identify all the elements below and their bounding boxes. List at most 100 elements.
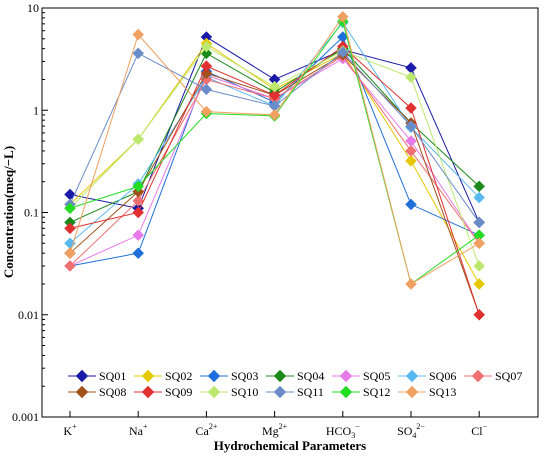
x-tick-label-base: Mg [262, 424, 279, 438]
legend-marker [75, 369, 89, 383]
x-tick-label-base: Na [129, 424, 144, 438]
data-point [132, 47, 145, 60]
x-tick-label: SO42− [397, 422, 425, 440]
legend-item: SQ12 [332, 385, 390, 399]
x-tick-label-sup: + [72, 422, 77, 431]
x-tick-label-sup: 2− [416, 422, 425, 431]
data-point [473, 278, 486, 290]
legend-item: SQ04 [266, 369, 324, 383]
data-point [132, 28, 145, 41]
legend-label: SQ09 [165, 385, 192, 399]
legend-item: SQ06 [398, 369, 456, 383]
legend-label: SQ07 [495, 369, 522, 383]
data-point [132, 206, 145, 219]
data-point [200, 67, 213, 80]
data-point [200, 40, 213, 53]
x-tick-label-sup: − [355, 422, 360, 431]
x-tick-label-sup: − [483, 422, 488, 431]
series-sq10 [64, 40, 486, 272]
legend-item: SQ02 [134, 369, 192, 383]
x-tick-label-base: HCO [326, 424, 352, 438]
legend-label: SQ03 [231, 369, 258, 383]
data-point [64, 247, 76, 260]
legend-label: SQ06 [429, 369, 456, 383]
series-layer [64, 10, 486, 321]
x-tick-label-base: Ca [195, 424, 209, 438]
series-line [69, 20, 480, 285]
data-point [132, 180, 145, 193]
legend-label: SQ05 [363, 369, 390, 383]
y-tick-label: 0.1 [24, 206, 39, 220]
legend-label: SQ11 [297, 385, 324, 399]
legend-label: SQ02 [165, 369, 192, 383]
data-point [473, 191, 486, 204]
x-axis-ticks: K+ Na+ Ca2+ Mg2+ HCO3− SO42− Cl− [63, 411, 488, 440]
legend-marker [339, 385, 353, 399]
legend-label: SQ08 [99, 385, 126, 399]
legend-marker [273, 369, 287, 383]
data-point [268, 80, 281, 93]
plot-frame [41, 7, 539, 418]
data-point [200, 105, 213, 118]
data-point [473, 216, 486, 229]
x-tick-label: Cl− [471, 422, 487, 438]
legend-item: SQ03 [200, 369, 258, 383]
data-point [473, 237, 486, 250]
data-point [200, 60, 213, 72]
legend-item: SQ13 [398, 385, 456, 399]
legend-label: SQ01 [99, 369, 126, 383]
data-point [132, 133, 145, 146]
y-tick-label: 0.001 [12, 410, 39, 424]
data-point [64, 222, 76, 235]
legend-item: SQ01 [68, 369, 126, 383]
data-point [405, 278, 417, 290]
data-point [405, 102, 417, 114]
x-tick-label-sup: + [143, 422, 148, 431]
y-tick-label: 0.01 [18, 308, 39, 322]
y-axis-title: Concentration(meq/−L) [1, 146, 16, 278]
legend-marker [405, 385, 419, 399]
legend-marker [471, 369, 485, 383]
data-point [64, 202, 76, 215]
data-point [64, 188, 76, 201]
series-sq13 [64, 10, 486, 290]
legend-label: SQ04 [297, 369, 324, 383]
legend-label: SQ10 [231, 385, 258, 399]
legend-marker [339, 369, 353, 383]
x-tick-label-sub: 3 [351, 431, 355, 440]
x-tick-label: K+ [63, 422, 77, 438]
series-sq04 [64, 42, 486, 229]
y-tick-label: 1 [33, 103, 39, 117]
x-tick-label: Mg2+ [262, 422, 288, 438]
data-point [336, 46, 349, 59]
legend-marker [405, 369, 419, 383]
data-point [405, 145, 417, 157]
legend-label: SQ12 [363, 385, 390, 399]
legend-label: SQ13 [429, 385, 456, 399]
legend: SQ01 SQ02 SQ03 SQ04 SQ05 SQ06 SQ07 SQ08 SQ09 SQ10… [68, 369, 522, 399]
x-tick-label-base: Cl [471, 424, 483, 438]
series-sq01 [64, 31, 486, 229]
x-tick-label: HCO3− [326, 422, 360, 440]
x-tick-label-sub: 4 [412, 431, 416, 440]
legend-marker [207, 369, 221, 383]
data-point [336, 10, 349, 23]
legend-item: SQ11 [266, 385, 324, 399]
legend-marker [75, 385, 89, 399]
data-point [268, 109, 281, 121]
legend-marker [207, 385, 221, 399]
data-point [405, 120, 417, 132]
legend-item: SQ07 [464, 369, 522, 383]
legend-item: SQ05 [332, 369, 390, 383]
data-point [132, 194, 145, 207]
x-tick-label-sup: 2+ [209, 422, 218, 431]
legend-marker [141, 385, 155, 399]
data-point [132, 229, 145, 242]
y-axis-ticks: 0.001 0.01 0.1 1 10 [12, 1, 48, 424]
data-point [405, 71, 417, 84]
x-axis-title: Hydrochemical Parameters [214, 438, 366, 453]
data-point [473, 260, 486, 272]
x-tick-label-base: SO [397, 424, 413, 438]
data-point [405, 198, 417, 211]
